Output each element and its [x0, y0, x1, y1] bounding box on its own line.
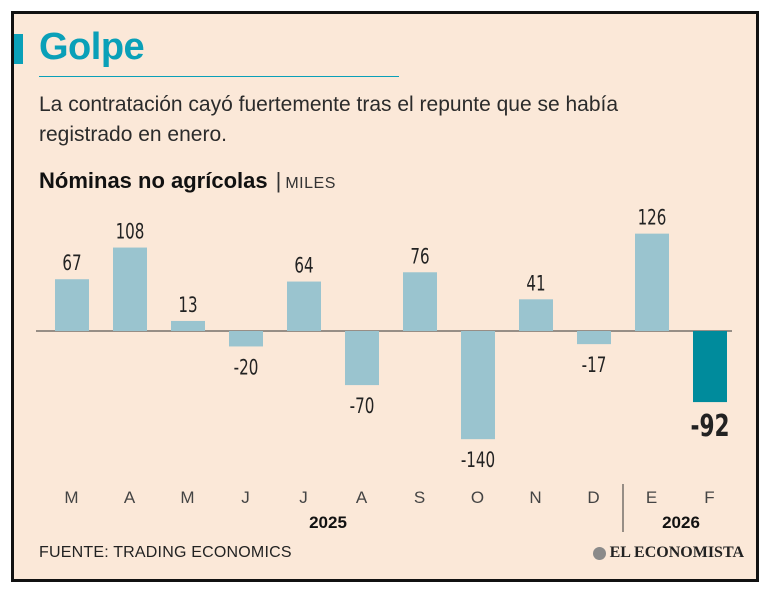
source-note: FUENTE: TRADING ECONOMICS	[39, 544, 292, 561]
value-label-9: 41	[526, 272, 545, 296]
category-label-2: A	[124, 488, 136, 507]
title-divider	[39, 76, 399, 77]
bar-4	[229, 331, 263, 347]
category-label-10: D	[587, 488, 600, 507]
category-label-6: A	[356, 488, 368, 507]
title-accent-bar	[14, 34, 23, 64]
chart-unit: MILES	[285, 175, 336, 192]
bar-8	[461, 331, 495, 440]
heading-separator: |	[275, 168, 282, 193]
category-label-8: O	[471, 488, 485, 507]
category-label-9: N	[529, 488, 542, 507]
value-label-6: -70	[350, 394, 375, 418]
bar-7	[403, 272, 437, 331]
bar-10	[577, 331, 611, 345]
infographic-frame: Golpe La contratación cayó fuertemente t…	[11, 11, 759, 582]
value-label-5: 64	[294, 254, 313, 278]
bar-3	[171, 320, 205, 331]
year-label-2026: 2026	[662, 513, 700, 532]
bar-2	[113, 247, 147, 331]
bar-1	[55, 279, 89, 331]
chart-heading: Nóminas no agrícolas | MILES	[39, 168, 336, 194]
subtitle: La contratación cayó fuertemente tras el…	[39, 93, 619, 146]
publisher-logo: EL ECONOMISTA	[592, 544, 744, 562]
value-label-4: -20	[234, 356, 259, 380]
bar-chart: 67 M 108 A 13 M -20 J 64 J -70 A 76 S -140 O 41 N -17 D 126 E…	[36, 206, 732, 532]
category-label-5: J	[299, 488, 309, 507]
bar-11	[635, 233, 669, 331]
category-label-3: M	[180, 488, 195, 507]
logo-globe-icon	[592, 546, 606, 560]
bar-9	[519, 299, 553, 331]
value-label-12: -92	[690, 410, 729, 444]
value-label-8: -140	[461, 448, 495, 472]
category-label-1: M	[64, 488, 79, 507]
value-label-7: 76	[410, 245, 429, 269]
bar-5	[287, 281, 321, 331]
category-label-4: J	[241, 488, 251, 507]
category-label-12: F	[704, 488, 715, 507]
value-label-2: 108	[116, 220, 145, 244]
logo-text: EL ECONOMISTA	[609, 544, 744, 561]
value-label-10: -17	[582, 353, 607, 377]
bar-12	[693, 331, 727, 403]
value-label-3: 13	[178, 293, 197, 317]
bar-6	[345, 331, 379, 386]
category-label-7: S	[414, 488, 426, 507]
year-label-2025: 2025	[309, 513, 347, 532]
category-label-11: E	[646, 488, 658, 507]
value-label-1: 67	[62, 251, 81, 275]
page-title: Golpe	[39, 26, 145, 68]
chart-title: Nóminas no agrícolas	[39, 168, 268, 193]
value-label-11: 126	[638, 206, 667, 230]
